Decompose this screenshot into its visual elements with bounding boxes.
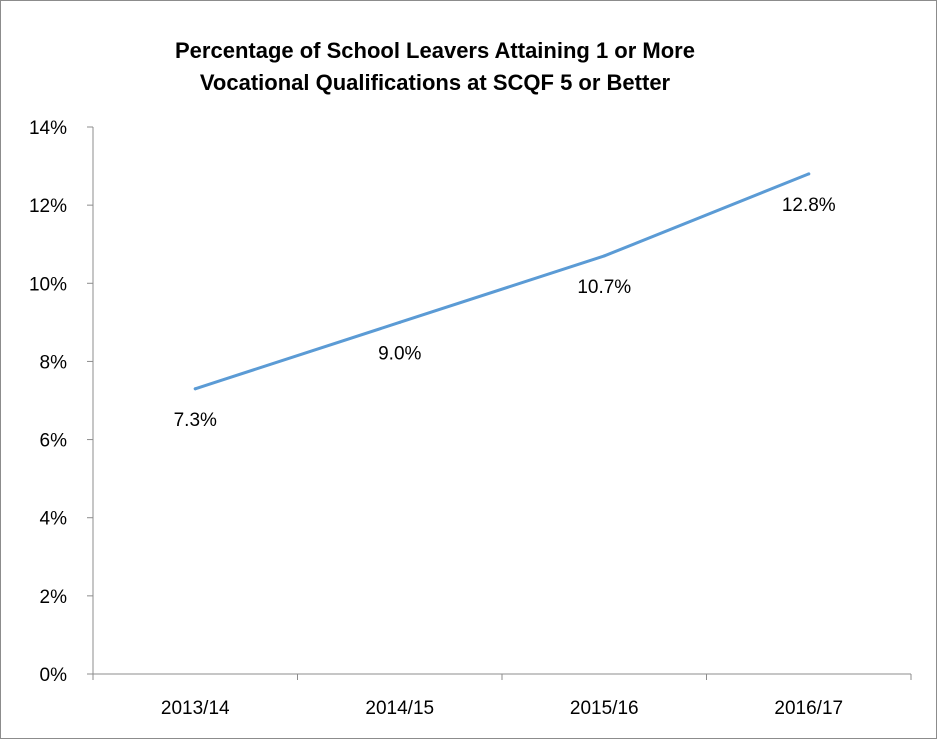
x-tick-label: 2016/17 bbox=[774, 698, 843, 719]
data-point bbox=[193, 387, 197, 391]
data-point bbox=[807, 172, 811, 176]
data-label: 9.0% bbox=[378, 343, 421, 364]
data-label: 7.3% bbox=[174, 410, 217, 431]
x-tick-label: 2014/15 bbox=[365, 698, 434, 719]
data-point bbox=[602, 254, 606, 258]
y-tick-label: 12% bbox=[29, 196, 67, 217]
y-tick-label: 8% bbox=[40, 352, 68, 373]
y-tick-label: 10% bbox=[29, 274, 67, 295]
data-label: 10.7% bbox=[577, 277, 631, 298]
data-point bbox=[398, 320, 402, 324]
y-tick-label: 2% bbox=[40, 587, 68, 608]
x-tick-label: 2013/14 bbox=[161, 698, 230, 719]
y-tick-label: 0% bbox=[40, 665, 68, 686]
y-tick-label: 4% bbox=[40, 509, 68, 530]
x-tick-label: 2015/16 bbox=[570, 698, 639, 719]
y-tick-label: 6% bbox=[40, 431, 68, 452]
chart-title: Percentage of School Leavers Attaining 1… bbox=[1, 35, 869, 99]
series-line bbox=[193, 172, 811, 391]
chart-title-line-1: Percentage of School Leavers Attaining 1… bbox=[175, 38, 695, 63]
y-tick-label: 14% bbox=[29, 118, 67, 139]
data-label: 12.8% bbox=[782, 195, 836, 216]
chart-title-line-2: Vocational Qualifications at SCQF 5 or B… bbox=[199, 70, 671, 95]
